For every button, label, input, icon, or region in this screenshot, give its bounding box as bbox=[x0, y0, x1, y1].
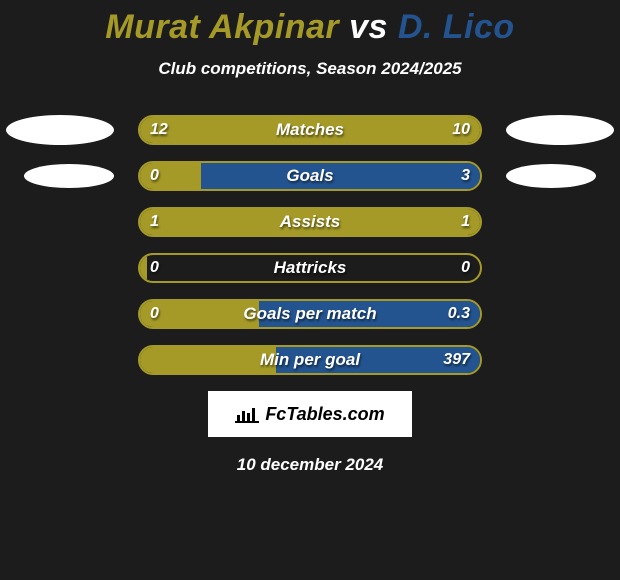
player1-photo bbox=[6, 115, 114, 145]
title-player1: Murat Akpinar bbox=[105, 8, 339, 46]
title-vs: vs bbox=[339, 8, 398, 46]
title: Murat Akpinar vs D. Lico bbox=[0, 0, 620, 47]
stat-row: Goals per match00.3 bbox=[0, 299, 620, 331]
bar-right bbox=[201, 163, 480, 189]
logo-inner: FcTables.com bbox=[235, 404, 384, 425]
stat-row: Matches1210 bbox=[0, 115, 620, 147]
stat-row: Assists11 bbox=[0, 207, 620, 239]
bar-track bbox=[138, 253, 482, 283]
bar-chart-icon bbox=[235, 405, 259, 423]
player2-photo bbox=[506, 115, 614, 145]
bar-track bbox=[138, 345, 482, 375]
bar-left bbox=[140, 209, 480, 235]
bar-left bbox=[140, 347, 276, 373]
bar-left bbox=[140, 301, 259, 327]
bar-track bbox=[138, 207, 482, 237]
player1-photo-2 bbox=[24, 164, 114, 188]
bar-left bbox=[140, 163, 201, 189]
logo-box: FcTables.com bbox=[208, 391, 412, 437]
bar-left bbox=[140, 117, 480, 143]
comparison-chart: Matches1210 Goals03 Assists11 Hattricks00 Go… bbox=[0, 115, 620, 377]
bar-right bbox=[276, 347, 480, 373]
logo-text: FcTables.com bbox=[265, 404, 384, 425]
bar-right bbox=[259, 301, 480, 327]
bar-left bbox=[140, 255, 147, 281]
stat-row: Hattricks00 bbox=[0, 253, 620, 285]
date: 10 december 2024 bbox=[0, 455, 620, 475]
title-player2: D. Lico bbox=[398, 8, 515, 46]
bar-track bbox=[138, 161, 482, 191]
bar-track bbox=[138, 115, 482, 145]
stat-row: Goals03 bbox=[0, 161, 620, 193]
bar-track bbox=[138, 299, 482, 329]
stat-row: Min per goal397 bbox=[0, 345, 620, 377]
subtitle: Club competitions, Season 2024/2025 bbox=[0, 59, 620, 79]
player2-photo-2 bbox=[506, 164, 596, 188]
